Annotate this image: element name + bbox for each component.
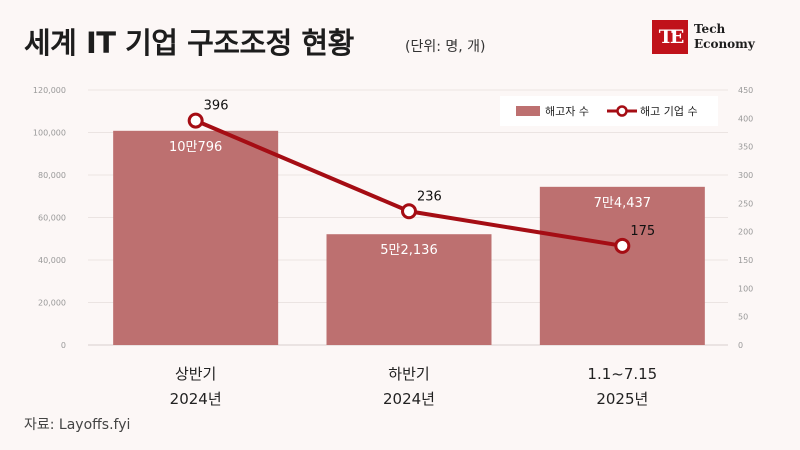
right-tick-label: 100 (738, 284, 753, 293)
left-tick-label: 100,000 (33, 129, 66, 138)
line-point-label: 175 (630, 224, 655, 239)
logo-text: Tech Economy (694, 22, 755, 52)
right-tick-label: 400 (738, 114, 753, 123)
line-point-label: 396 (204, 99, 229, 114)
brand-logo: TE Tech Economy (652, 20, 755, 54)
right-tick-label: 300 (738, 171, 753, 180)
line-point (401, 203, 417, 220)
line-series (187, 112, 631, 254)
logo-mark: TE (652, 20, 688, 54)
left-tick-label: 40,000 (38, 256, 66, 265)
line-point (614, 237, 631, 254)
category-label: 상반기 (175, 365, 216, 383)
source-note: 자료: Layoffs.fyi (24, 417, 131, 433)
category-label: 하반기 (388, 365, 429, 383)
chart-title: 세계 IT 기업 구조조정 현황 (24, 26, 354, 60)
right-tick-label: 200 (738, 228, 753, 237)
bar-series (113, 130, 705, 345)
legend: 해고자 수 해고 기업 수 (500, 96, 718, 126)
category-labels: 상반기 2024년 하반기 2024년 1.1~7.15 2025년 (170, 365, 658, 408)
left-tick-label: 120,000 (33, 86, 66, 95)
bar-labels: 10만796 5만2,136 7만4,437 (169, 140, 651, 258)
bar-value-label: 5만2,136 (380, 243, 437, 258)
bar-value-label: 10만796 (169, 140, 222, 155)
right-tick-label: 150 (738, 256, 753, 265)
line-point (187, 112, 204, 129)
bar (326, 234, 492, 345)
right-tick-label: 50 (738, 313, 748, 322)
category-label: 1.1~7.15 (587, 365, 657, 383)
right-tick-label: 0 (738, 341, 743, 350)
left-axis-ticks: 0 20,000 40,000 60,000 80,000 100,000 120,000 (33, 86, 66, 350)
right-tick-label: 450 (738, 86, 753, 95)
legend-bar-swatch (516, 106, 540, 116)
left-tick-label: 0 (61, 341, 66, 350)
category-label: 2024년 (170, 390, 222, 408)
left-tick-label: 20,000 (38, 299, 66, 308)
category-label: 2024년 (383, 390, 435, 408)
logo-line-2: Economy (694, 37, 755, 51)
line-point-label: 236 (417, 189, 442, 204)
right-axis-ticks: 0 50 100 150 200 250 300 350 400 450 (738, 86, 753, 350)
logo-line-1: Tech (694, 22, 726, 36)
bar (113, 130, 279, 345)
right-tick-label: 350 (738, 143, 753, 152)
unit-note: (단위: 명, 개) (405, 39, 486, 55)
legend-bar-label: 해고자 수 (545, 104, 589, 118)
bar (539, 186, 705, 345)
left-tick-label: 60,000 (38, 214, 66, 223)
bar-value-label: 7만4,437 (594, 196, 651, 211)
point-labels: 396 236 175 (204, 99, 655, 239)
legend-line-label: 해고 기업 수 (640, 104, 698, 118)
right-tick-label: 250 (738, 199, 753, 208)
left-tick-label: 80,000 (38, 171, 66, 180)
category-label: 2025년 (596, 390, 648, 408)
legend-line-marker (616, 105, 628, 117)
